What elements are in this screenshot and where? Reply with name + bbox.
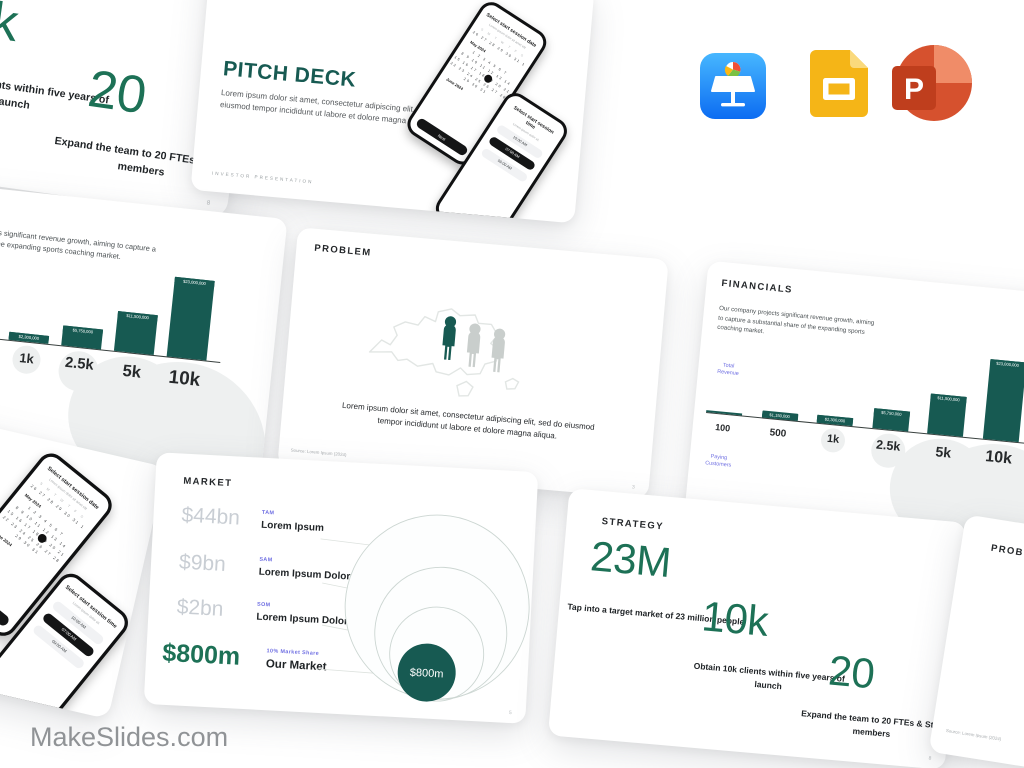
x-axis-tick-label: 2.5k	[875, 437, 902, 454]
slide-financials-thumbnail-left[interactable]: FINANCIALS Our company projects signific…	[0, 172, 288, 483]
brand-wordmark: MakeSlides.com	[30, 722, 229, 752]
slide-title: PROBLEM	[313, 242, 372, 259]
powerpoint-icon: P	[886, 41, 972, 132]
slide-title: STRATEGY	[601, 516, 665, 533]
stat-value: 20	[84, 58, 150, 125]
slide-pitch-deck-thumbnail[interactable]: PITCH DECK Lorem ipsum dolor sit amet, c…	[190, 0, 595, 224]
our-market-circle	[397, 643, 456, 702]
x-axis-tick-label: 100	[714, 422, 731, 434]
slide-title: PITCH DECK	[222, 57, 358, 92]
x-axis-tick-label: 500	[769, 427, 787, 440]
calendar-days: 1 2 3 4 5 6 7 8 9 10 11 12 13 14 15 16 1…	[449, 50, 512, 101]
slide-title: PROBLEM	[990, 542, 1024, 563]
page-number: 8	[206, 199, 211, 208]
source-note: Source: Lorem Ipsum (2024)	[290, 447, 347, 458]
slide-problem-thumbnail[interactable]: PROBLEM	[277, 227, 669, 499]
person-icon-highlighted	[442, 316, 457, 361]
market-circles-diagram: $800m	[315, 514, 530, 702]
person-icon-gray	[491, 328, 506, 373]
hong-kong-map	[368, 308, 520, 397]
stat-value: 20	[826, 646, 877, 698]
next-button: Next	[414, 116, 470, 158]
page-number: 3	[631, 484, 636, 491]
keynote-icon	[700, 53, 766, 124]
stat-value: 10k	[699, 592, 770, 645]
our-market-circle-label: $800m	[410, 667, 444, 681]
svg-text:P: P	[904, 73, 924, 106]
slide-footer: INVESTOR PRESENTATION	[211, 170, 314, 185]
stat-value: 23M	[588, 532, 673, 587]
page-number: 8	[928, 755, 932, 762]
google-slides-icon	[808, 50, 870, 123]
stat-value: 10k	[0, 0, 22, 53]
source-note: Source: Lorem Ipsum (2024)	[945, 727, 1002, 742]
slide-market-thumbnail[interactable]: MARKET $44bn TAM Lorem Ipsum $9bn SAM Lo…	[143, 452, 539, 724]
slide-body: Our company projects significant revenue…	[0, 221, 157, 262]
slide-title: FINANCIALS	[721, 277, 794, 296]
calendar-days: 1 2 3 4 5 6 7 8 9 10 11 12 13 14 15 16 1…	[2, 505, 68, 564]
page-number: 5	[508, 709, 512, 717]
revenue-bar	[982, 359, 1024, 443]
revenue-bar	[166, 276, 215, 361]
next-button: Next	[0, 576, 11, 628]
person-icon-gray	[466, 323, 481, 368]
slide-strategy-thumbnail[interactable]: STRATEGY 23M Tap into a target market of…	[547, 488, 967, 768]
